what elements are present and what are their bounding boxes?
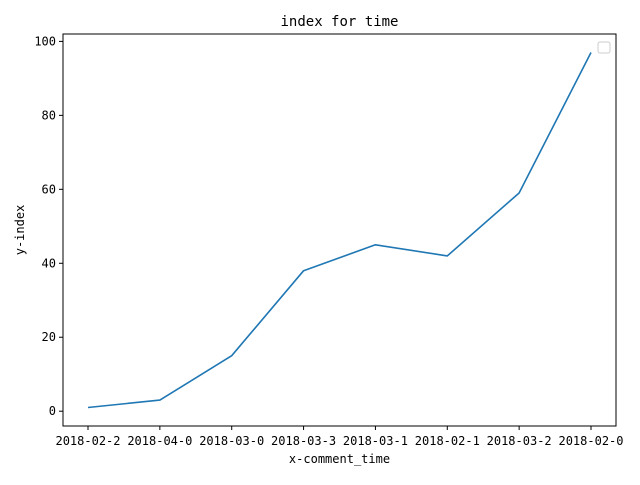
- x-tick-label: 2018-03-2: [487, 434, 552, 448]
- y-axis-label: y-index: [13, 205, 27, 256]
- axes-frame: [62, 33, 617, 427]
- x-axis-label: x-comment_time: [289, 452, 390, 466]
- y-tick-label: 80: [42, 108, 56, 122]
- x-tick-label: 2018-03-0: [199, 434, 264, 448]
- x-tick-label: 2018-02-2: [55, 434, 120, 448]
- plot-area: 0 20 40 60 80 100 2018-02-2 2018-04-0 2018-03-0 2…: [34, 33, 624, 448]
- y-tick-label: 100: [34, 34, 56, 48]
- x-tick-label: 2018-02-0: [558, 434, 623, 448]
- x-tick-label: 2018-04-0: [127, 434, 192, 448]
- chart-title: index for time: [280, 14, 398, 30]
- x-tick-label: 2018-03-3: [271, 434, 336, 448]
- y-tick-label: 60: [42, 182, 56, 196]
- x-tick-label: 2018-02-1: [415, 434, 480, 448]
- legend-box: [597, 41, 611, 54]
- y-tick-label: 40: [42, 256, 56, 270]
- series-line: [87, 52, 592, 409]
- y-tick-label: 20: [42, 330, 56, 344]
- x-tick-label: 2018-03-1: [343, 434, 408, 448]
- y-tick-label: 0: [49, 404, 56, 418]
